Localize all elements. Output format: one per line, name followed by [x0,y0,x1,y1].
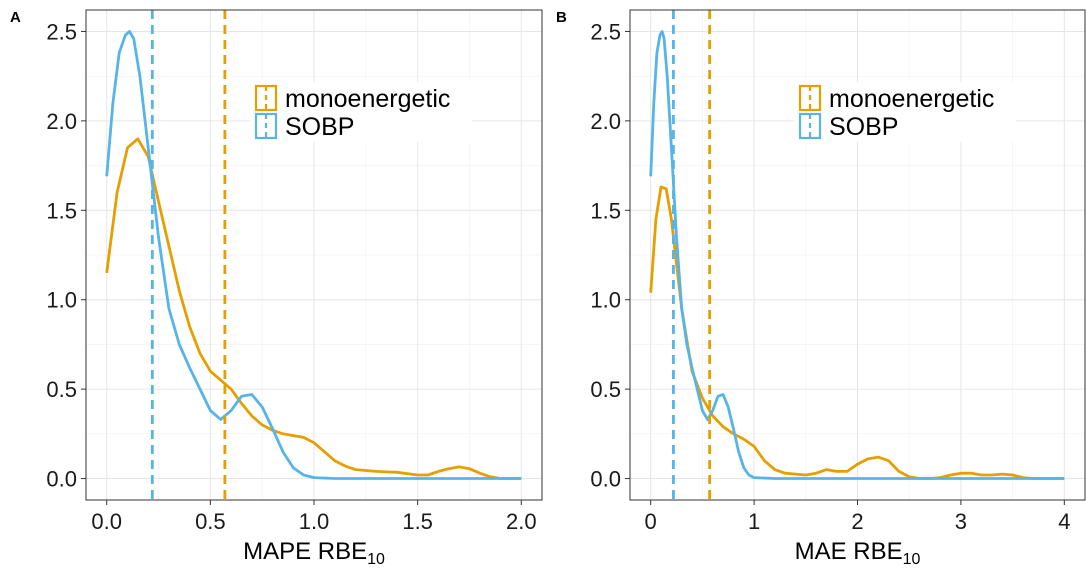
panel-b-x-axis-title-sub: 10 [903,551,921,568]
panel-b-xtick-label: 4 [1058,509,1070,534]
panel-b-legend-box [794,82,1016,142]
panel-b-ytick-label: 0.0 [590,467,621,492]
panel-b-xtick-label: 0 [645,509,657,534]
panel-a-ytick-label: 1.0 [46,288,77,313]
panel-b-x-axis-title: MAE RBE10 [795,538,921,568]
panel-b-legend-label-0: monoenergetic [829,85,994,113]
panel-a-series-0-curve [105,137,522,480]
panel-a-ytick-label: 2.5 [46,19,77,44]
panel-b-x-axis-title-main: MAE RBE [795,538,903,565]
panel-a-xtick-label: 0.0 [91,509,122,534]
panel-a-x-axis-title: MAPE RBE10 [243,538,385,568]
panel-a-legend-label-0: monoenergetic [285,85,450,113]
panel-b-xtick-label: 1 [748,509,760,534]
panel-b-ytick-label: 2.5 [590,19,621,44]
panel-a-legend-label-1: SOBP [285,113,354,141]
panel-a-x-axis-title-sub: 10 [367,551,385,568]
panel-a-xtick-label: 1.5 [402,509,433,534]
panel-a-x-axis-title-main: MAPE RBE [243,538,367,565]
panel-b-ytick-label: 0.5 [590,377,621,402]
panel-a-ytick-label: 2.0 [46,109,77,134]
panel-a-series-1-curve [105,30,522,480]
panel-a-ytick-label: 0.5 [46,377,77,402]
panel-b-ytick-label: 1.0 [590,288,621,313]
panel-a-xtick-label: 1.0 [299,509,330,534]
panel-a-xtick-label: 2.0 [506,509,537,534]
panel-a-tag: A [10,9,21,26]
panel-b-xtick-label: 3 [955,509,967,534]
panel-b-series-1-curve [649,30,1065,480]
panel-a-xtick-label: 0.5 [195,509,226,534]
panel-b-xtick-label: 2 [851,509,863,534]
panel-a-ytick-label: 0.0 [46,467,77,492]
panel-b-tag: B [556,9,567,26]
panel-b-ytick-label: 2.0 [590,109,621,134]
panel-a-legend-box [250,82,472,142]
panel-b-legend-label-1: SOBP [829,113,898,141]
panel-a-ytick-label: 1.5 [46,198,77,223]
panel-b-ytick-label: 1.5 [590,198,621,223]
